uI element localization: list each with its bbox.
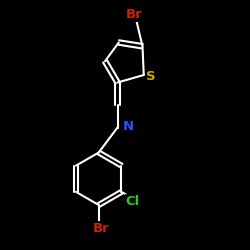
Text: N: N: [123, 120, 134, 133]
Text: S: S: [146, 70, 156, 83]
Text: Br: Br: [93, 222, 110, 235]
Text: Br: Br: [126, 8, 142, 21]
Text: Cl: Cl: [126, 196, 140, 208]
